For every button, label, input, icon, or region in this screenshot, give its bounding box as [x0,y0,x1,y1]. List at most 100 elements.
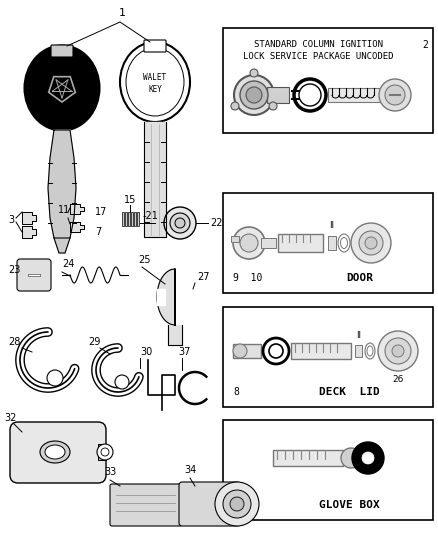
Circle shape [115,375,129,389]
Circle shape [231,102,239,110]
Text: 29: 29 [88,337,100,347]
Circle shape [359,231,383,255]
Text: 15: 15 [124,195,136,205]
Circle shape [233,227,265,259]
Bar [134,212,136,226]
FancyBboxPatch shape [110,484,182,526]
Text: 24: 24 [62,259,74,269]
Circle shape [269,102,277,110]
Bar [98,444,106,460]
Circle shape [392,345,404,357]
Bar [128,212,130,226]
Text: DECK  LID: DECK LID [318,387,379,397]
Circle shape [269,344,283,358]
Text: 23: 23 [8,265,21,275]
Circle shape [294,79,326,111]
Polygon shape [54,238,70,253]
Text: -21: -21 [143,211,159,221]
Bar [267,87,289,103]
Circle shape [365,237,377,249]
Bar [233,344,261,358]
Polygon shape [70,222,84,232]
Ellipse shape [338,234,350,252]
Circle shape [246,87,262,103]
Ellipse shape [120,42,190,122]
Text: 8: 8 [233,387,239,397]
Circle shape [47,370,63,386]
Circle shape [230,497,244,511]
Circle shape [215,482,259,526]
Polygon shape [48,130,76,238]
FancyBboxPatch shape [10,422,106,483]
Text: 1: 1 [119,8,126,18]
Text: 17: 17 [95,207,107,217]
Text: 16: 16 [233,500,245,510]
Circle shape [362,452,374,464]
Circle shape [170,213,190,233]
Bar [223,28,433,133]
Circle shape [175,218,185,228]
Circle shape [240,81,268,109]
Ellipse shape [340,238,347,248]
Circle shape [233,344,247,358]
Text: 2: 2 [422,40,428,50]
Circle shape [164,207,196,239]
Bar [273,450,343,466]
Bar [231,236,239,242]
Circle shape [385,338,411,364]
Polygon shape [22,212,36,224]
Text: 3: 3 [8,215,14,225]
Bar [137,212,139,226]
Bar [261,238,276,248]
Text: 22: 22 [210,218,223,228]
Text: 37: 37 [178,347,191,357]
Circle shape [223,490,251,518]
Text: 25: 25 [138,255,151,265]
Polygon shape [144,122,166,237]
Text: II: II [357,331,361,340]
Circle shape [341,448,361,468]
Text: 9  10: 9 10 [233,273,262,283]
FancyBboxPatch shape [17,259,51,291]
Circle shape [101,448,109,456]
Text: 33: 33 [104,467,116,477]
Bar [122,212,124,226]
Bar [328,88,383,102]
Ellipse shape [25,45,99,131]
Ellipse shape [367,346,373,356]
Text: 30: 30 [140,347,152,357]
Polygon shape [168,325,182,345]
Text: KEY: KEY [148,85,162,94]
Text: II: II [329,221,335,230]
Bar [131,212,133,226]
Circle shape [97,444,113,460]
Circle shape [378,331,418,371]
Bar [223,420,433,520]
Polygon shape [157,289,165,305]
Bar [291,343,351,359]
Circle shape [379,79,411,111]
Circle shape [263,338,289,364]
Circle shape [234,75,274,115]
Circle shape [299,84,321,106]
Ellipse shape [126,48,184,116]
Bar [278,234,323,252]
FancyBboxPatch shape [179,482,240,526]
FancyBboxPatch shape [144,40,166,52]
Ellipse shape [40,441,70,463]
Text: GLOVE BOX: GLOVE BOX [318,500,379,510]
Circle shape [250,69,258,77]
Polygon shape [22,226,36,238]
Circle shape [351,223,391,263]
Bar [125,212,127,226]
Text: WALET: WALET [143,72,166,82]
Text: 28: 28 [8,337,21,347]
Bar [223,193,433,293]
Circle shape [240,234,258,252]
Ellipse shape [365,343,375,359]
Text: 11: 11 [58,205,70,215]
Bar [355,345,362,357]
Polygon shape [70,204,84,214]
FancyBboxPatch shape [51,45,73,57]
Text: DOOR: DOOR [346,273,373,283]
